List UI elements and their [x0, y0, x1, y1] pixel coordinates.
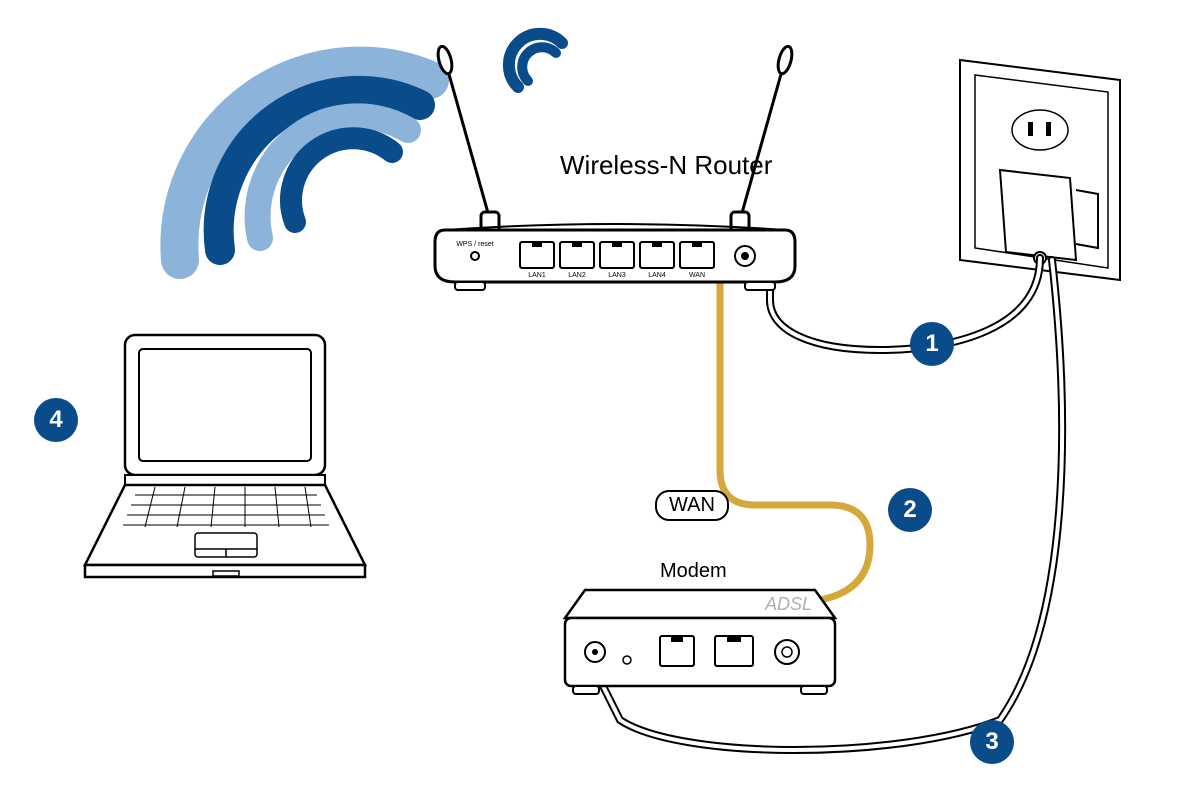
svg-text:LAN2: LAN2	[568, 272, 586, 279]
wan-pill: WAN	[655, 490, 729, 521]
router-label: Wireless-N Router	[560, 150, 772, 181]
laptop-icon	[85, 335, 365, 577]
adsl-text: ADSL	[764, 594, 812, 614]
wall-outlet-icon	[960, 60, 1120, 280]
svg-text:LAN1: LAN1	[528, 272, 546, 279]
modem-icon: ADSL	[565, 590, 835, 694]
svg-text:LAN3: LAN3	[608, 272, 626, 279]
step-badge-4: 4	[34, 398, 78, 442]
svg-text:LAN4: LAN4	[648, 272, 666, 279]
step-badge-2: 2	[888, 488, 932, 532]
svg-text:WAN: WAN	[689, 272, 705, 279]
modem-label: Modem	[660, 560, 727, 583]
diagram-canvas: WPS / reset LAN1 LAN2 LAN3	[0, 0, 1200, 800]
diagram-svg: WPS / reset LAN1 LAN2 LAN3	[0, 0, 1200, 800]
svg-text:WPS / reset: WPS / reset	[456, 241, 493, 248]
cable-power-router	[762, 252, 1040, 350]
step-badge-1: 1	[910, 322, 954, 366]
step-badge-3: 3	[970, 720, 1014, 764]
